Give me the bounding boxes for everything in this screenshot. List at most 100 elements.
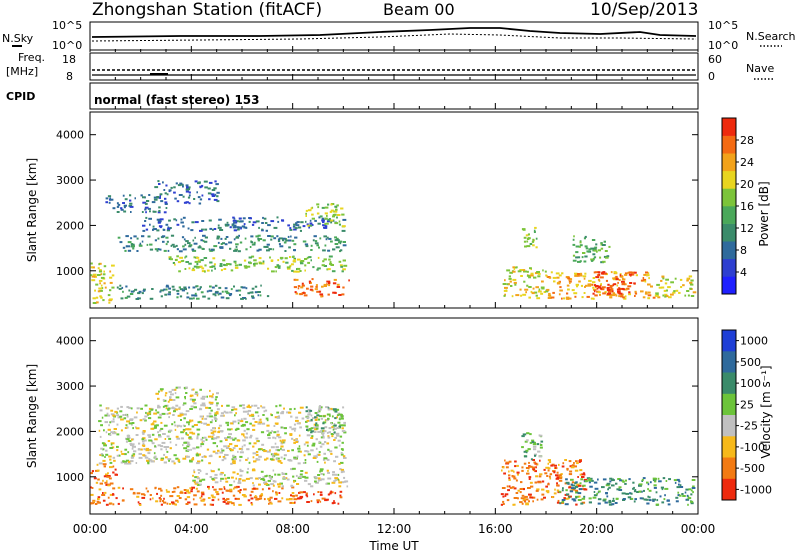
heatmap-cell <box>294 291 297 294</box>
colorbar-tick-label: 24 <box>740 156 754 169</box>
heatmap-cell <box>221 491 224 494</box>
heatmap-cell <box>623 288 628 291</box>
heatmap-cell <box>273 226 278 229</box>
heatmap-cell <box>628 293 631 296</box>
heatmap-cell <box>108 301 111 304</box>
heatmap-cell <box>506 499 510 502</box>
heatmap-cell <box>147 412 151 415</box>
heatmap-cell <box>328 282 331 285</box>
heatmap-cell <box>299 293 303 296</box>
heatmap-cell <box>595 243 598 246</box>
heatmap-cell <box>129 293 134 295</box>
heatmap-cell <box>328 284 331 287</box>
heatmap-cell <box>186 445 190 448</box>
heatmap-cell <box>686 278 689 281</box>
heatmap-cell <box>600 284 602 287</box>
heatmap-cell <box>239 491 241 494</box>
heatmap-cell <box>582 472 586 475</box>
heatmap-cell <box>131 245 135 248</box>
heatmap-cell <box>214 284 218 287</box>
heatmap-cell <box>243 495 247 498</box>
heatmap-cell <box>512 278 517 281</box>
heatmap-cell <box>176 289 180 292</box>
heatmap-cell <box>157 180 160 183</box>
heatmap-cell <box>181 437 184 440</box>
heatmap-cell <box>138 442 141 445</box>
heatmap-cell <box>236 472 239 475</box>
heatmap-cell <box>216 392 219 395</box>
heatmap-cell <box>142 432 145 435</box>
heatmap-cell <box>120 207 123 210</box>
heatmap-cell <box>324 206 329 209</box>
heatmap-cell <box>234 248 238 251</box>
heatmap-cell <box>237 450 239 453</box>
heatmap-cell <box>554 467 557 469</box>
heatmap-cell <box>96 301 99 304</box>
heatmap-cell <box>240 297 244 300</box>
heatmap-cell <box>120 208 124 211</box>
heatmap-cell <box>602 499 606 502</box>
heatmap-cell <box>241 479 246 482</box>
heatmap-cell <box>292 225 296 228</box>
heatmap-cell <box>254 411 259 414</box>
heatmap-cell <box>90 266 93 269</box>
heatmap-cell <box>260 470 264 473</box>
heatmap-cell <box>580 502 584 505</box>
heatmap-cell <box>154 228 157 230</box>
heatmap-cell <box>333 213 337 216</box>
heatmap-cell <box>281 487 284 490</box>
heatmap-cell <box>328 258 331 261</box>
heatmap-cell <box>112 503 115 506</box>
heatmap-cell <box>548 461 552 464</box>
heatmap-cell <box>573 465 577 468</box>
heatmap-cell <box>100 276 105 279</box>
heatmap-cell <box>193 469 195 472</box>
heatmap-cell <box>293 257 296 260</box>
heatmap-cell <box>621 479 624 482</box>
noise-right-tick-top: 10^5 <box>708 19 738 32</box>
heatmap-cell <box>642 278 647 281</box>
heatmap-cell <box>219 229 224 231</box>
heatmap-cell <box>665 278 669 281</box>
heatmap-cell <box>310 249 313 251</box>
heatmap-cell <box>275 405 278 408</box>
heatmap-cell <box>305 406 308 409</box>
colorbar-tick-label: 4 <box>740 266 747 279</box>
heatmap-cell <box>241 225 245 228</box>
heatmap-cell <box>273 425 276 427</box>
heatmap-cell <box>640 290 644 293</box>
heatmap-cell <box>182 185 184 188</box>
heatmap-cell <box>627 285 632 288</box>
heatmap-cell <box>304 459 307 461</box>
heatmap-cell <box>521 446 524 449</box>
heatmap-cell <box>140 448 143 451</box>
heatmap-cell <box>327 493 331 496</box>
heatmap-cell <box>289 433 293 436</box>
heatmap-cell <box>246 410 250 413</box>
heatmap-cell <box>173 490 176 493</box>
heatmap-cell <box>318 290 322 293</box>
heatmap-cell <box>515 479 518 482</box>
heatmap-cell <box>597 271 601 274</box>
heatmap-cell <box>123 460 127 463</box>
heatmap-cell <box>224 477 227 480</box>
heatmap-cell <box>539 446 543 449</box>
heatmap-cell <box>280 462 283 464</box>
heatmap-cell <box>120 461 124 464</box>
heatmap-cell <box>127 451 130 454</box>
heatmap-cell <box>213 437 218 440</box>
heatmap-cell <box>608 501 612 504</box>
y-tick-label: 4000 <box>56 129 84 142</box>
heatmap-cell <box>231 502 235 505</box>
heatmap-cell <box>340 207 344 210</box>
heatmap-cell <box>209 415 213 418</box>
heatmap-cell <box>331 426 334 429</box>
heatmap-cell <box>125 235 129 238</box>
heatmap-cell <box>99 409 103 412</box>
heatmap-cell <box>168 257 171 260</box>
heatmap-cell <box>332 291 336 294</box>
heatmap-cell <box>167 249 170 252</box>
heatmap-cell <box>245 297 247 300</box>
heatmap-cell <box>594 246 598 249</box>
heatmap-cell <box>638 483 643 486</box>
